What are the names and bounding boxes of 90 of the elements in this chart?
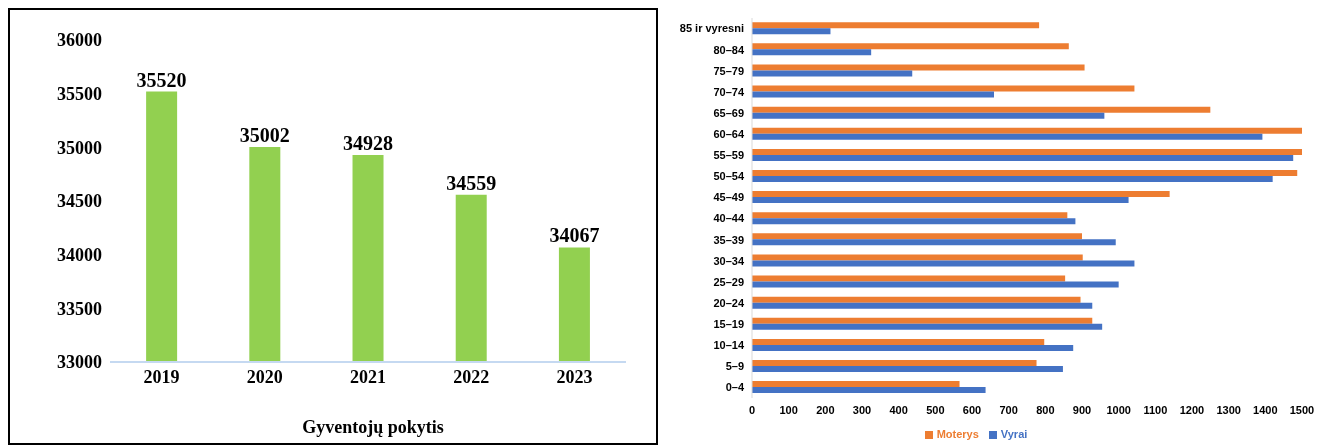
bar	[752, 344, 1074, 351]
x-tick-label: 1300	[1216, 403, 1241, 416]
y-tick-label: 75–79	[713, 64, 744, 77]
bar	[752, 275, 1066, 282]
y-tick-label: 34500	[57, 191, 102, 212]
x-tick-label: 2023	[556, 366, 593, 387]
x-tick-label: 500	[926, 403, 945, 416]
bar	[752, 28, 831, 35]
x-tick-label: 600	[962, 403, 982, 416]
y-tick-label: 35–39	[713, 233, 744, 246]
bar	[752, 302, 1093, 309]
data-label: 34559	[446, 171, 497, 194]
bar	[752, 170, 1298, 176]
y-tick-label: 20–24	[713, 296, 745, 309]
bar	[752, 148, 1302, 155]
bar	[752, 133, 1263, 140]
x-tick-label: 2019	[143, 366, 180, 387]
x-tick-label: 2021	[350, 366, 386, 387]
x-tick-label: 1200	[1179, 403, 1205, 416]
bar	[752, 260, 1135, 267]
bar	[752, 127, 1302, 134]
x-tick-label: 400	[889, 403, 908, 416]
bar	[752, 323, 1103, 330]
x-tick-label: 300	[852, 403, 872, 416]
bar	[752, 381, 960, 388]
bar	[752, 281, 1119, 288]
y-tick-label: 65–69	[713, 106, 744, 119]
bar	[752, 317, 1093, 324]
x-tick-label: 1400	[1253, 403, 1278, 416]
y-tick-label: 85 ir vyresni	[679, 22, 744, 35]
bar	[752, 64, 1085, 71]
y-tick-label: 36000	[57, 30, 102, 51]
y-tick-label: 34000	[57, 245, 102, 266]
bar	[752, 197, 1129, 204]
y-tick-label: 80–84	[713, 43, 745, 56]
bar	[752, 218, 1076, 225]
bar	[752, 106, 1211, 113]
y-tick-label: 0–4	[725, 381, 745, 394]
x-axis-title: Gyventojų pokytis	[301, 417, 445, 438]
bar	[752, 22, 1040, 29]
x-tick-label: 900	[1072, 403, 1092, 416]
bar	[752, 176, 1273, 182]
bar	[752, 70, 913, 77]
y-tick-label: 40–44	[713, 212, 745, 225]
x-tick-label: 200	[816, 403, 835, 416]
data-label: 35002	[239, 124, 290, 147]
data-label: 35520	[136, 68, 187, 91]
data-label: 34928	[343, 132, 394, 155]
bar	[752, 91, 994, 98]
y-tick-label: 33500	[57, 298, 102, 319]
x-tick-label: 2022	[453, 366, 490, 387]
bar	[752, 360, 1037, 366]
x-tick-label: 1100	[1143, 403, 1168, 416]
y-tick-label: 5–9	[725, 360, 744, 373]
y-tick-label: 45–49	[713, 191, 744, 204]
legend-label: Moterys	[936, 428, 979, 440]
data-label: 34067	[549, 224, 600, 247]
x-tick-label: 100	[779, 403, 798, 416]
bar	[752, 212, 1068, 219]
bar	[752, 338, 1045, 345]
bar	[752, 43, 1069, 50]
y-tick-label: 30–34	[713, 254, 745, 267]
y-tick-label: 25–29	[713, 275, 744, 288]
y-tick-label: 10–14	[713, 339, 745, 352]
y-tick-label: 35500	[57, 84, 102, 105]
bar	[752, 85, 1135, 92]
x-tick-label: 800	[1036, 403, 1055, 416]
y-tick-label: 50–54	[713, 170, 745, 183]
bar	[752, 296, 1081, 303]
bar	[752, 49, 872, 56]
y-tick-label: 55–59	[713, 149, 744, 162]
bar	[752, 112, 1105, 119]
legend-label: Vyrai	[1000, 428, 1028, 440]
y-tick-label: 60–64	[713, 128, 745, 141]
y-tick-label: 35000	[57, 137, 102, 158]
bar	[752, 191, 1170, 198]
bar	[752, 387, 986, 394]
x-tick-label: 0	[748, 403, 756, 416]
bar	[752, 254, 1083, 261]
x-tick-label: 1500	[1289, 403, 1315, 416]
bar	[752, 154, 1294, 161]
x-tick-label: 2020	[246, 366, 283, 387]
bar	[752, 233, 1082, 240]
y-tick-label: 33000	[57, 352, 102, 373]
x-tick-label: 700	[999, 403, 1018, 416]
x-tick-label: 1000	[1106, 403, 1131, 416]
y-tick-label: 70–74	[713, 85, 745, 98]
bar	[752, 239, 1116, 246]
bar	[752, 366, 1063, 372]
y-tick-label: 15–19	[713, 318, 744, 331]
